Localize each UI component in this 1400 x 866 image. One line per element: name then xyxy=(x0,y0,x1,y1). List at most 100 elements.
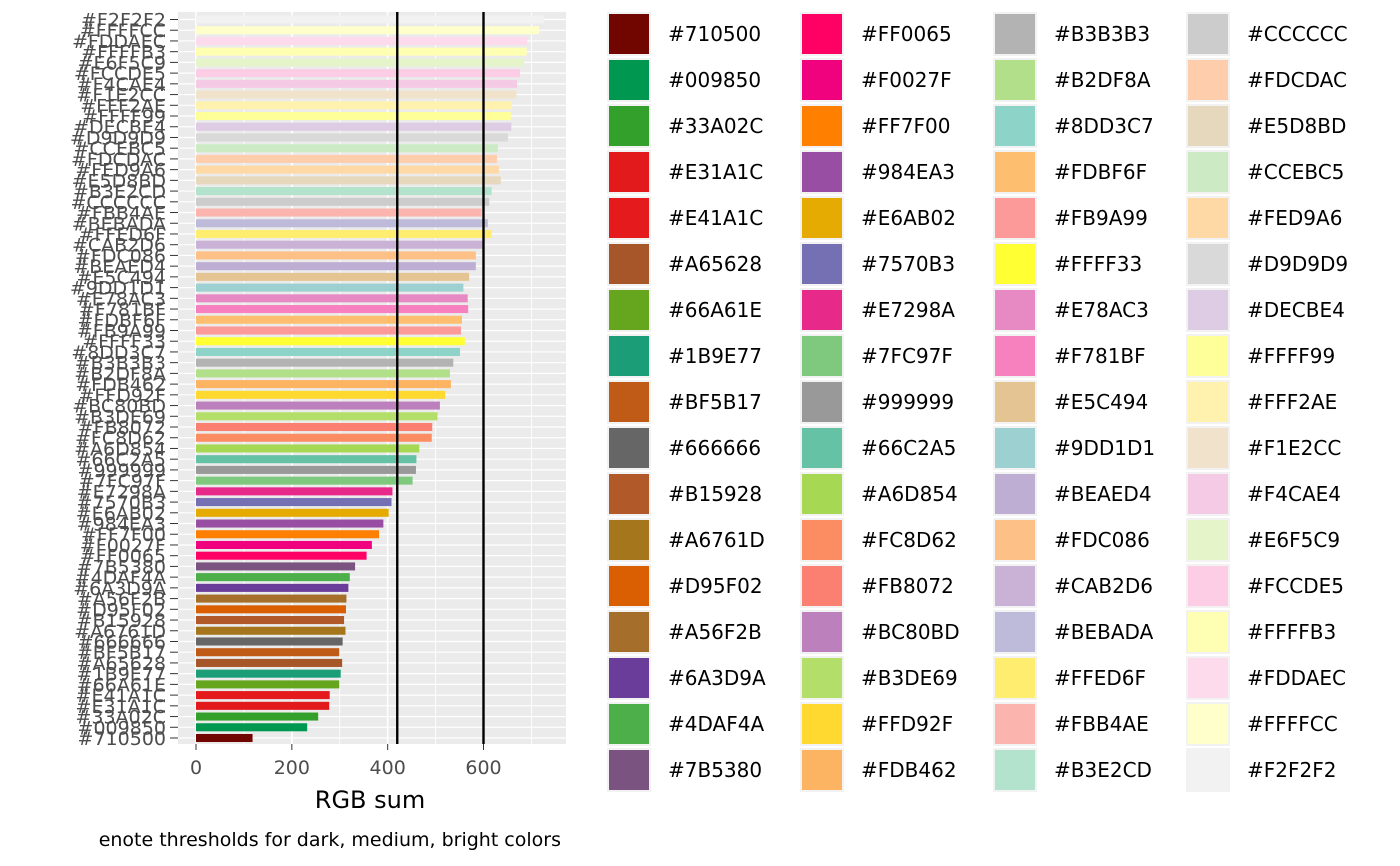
y-tick-label: #E78AC3 xyxy=(76,288,166,310)
y-tick-label: #A56F2B xyxy=(77,589,166,611)
legend-swatch xyxy=(802,60,842,100)
legend-swatch xyxy=(995,704,1035,744)
legend-swatch xyxy=(1188,750,1228,790)
legend-label: #A6761D xyxy=(668,528,765,552)
legend-swatch xyxy=(802,336,842,376)
legend-swatch xyxy=(802,382,842,422)
legend-swatch xyxy=(1188,704,1228,744)
bar xyxy=(196,540,372,549)
legend-label: #F781BF xyxy=(1054,344,1146,368)
legend-label: #F1E2CC xyxy=(1247,436,1341,460)
legend-swatch xyxy=(995,336,1035,376)
legend: #710500 #009850 #33A02C #E31A1C #E41A1C #A656… xyxy=(607,12,1348,792)
y-tick-label: #666666 xyxy=(78,631,166,653)
y-tick-label: #E41A1C xyxy=(76,685,166,707)
y-tick-label: #33A02C xyxy=(75,707,166,729)
legend-label: #D95F02 xyxy=(668,574,763,598)
legend-label: #4DAF4A xyxy=(668,712,764,736)
bar xyxy=(196,197,490,206)
legend-label: #999999 xyxy=(861,390,954,414)
legend-label: #E6AB02 xyxy=(861,206,956,230)
y-tick-label: #FCCDE5 xyxy=(74,63,166,85)
legend-label: #7B5380 xyxy=(668,758,762,782)
legend-label: #DECBE4 xyxy=(1247,298,1345,322)
bar xyxy=(196,58,525,67)
legend-label: #A6D854 xyxy=(861,482,958,506)
bar xyxy=(196,455,417,464)
legend-swatch xyxy=(802,474,842,514)
legend-label: #E7298A xyxy=(861,298,955,322)
y-tick-label: #FFED6F xyxy=(79,224,166,246)
y-tick-label: #BF5B17 xyxy=(77,642,166,664)
bar xyxy=(196,551,367,560)
legend-swatch xyxy=(995,244,1035,284)
legend-label: #FDB462 xyxy=(861,758,957,782)
bar xyxy=(196,15,544,24)
y-tick-label: #7FC97F xyxy=(79,471,166,493)
y-tick-label: #FBB4AE xyxy=(76,203,166,225)
legend-label: #33A02C xyxy=(668,114,763,138)
y-tick-label: #4DAF4A xyxy=(75,567,166,589)
legend-swatch xyxy=(802,106,842,146)
bar xyxy=(196,465,416,474)
legend-swatch xyxy=(609,60,649,100)
y-tick-label: #FED9A6 xyxy=(75,160,166,182)
legend-label: #FDCDAC xyxy=(1247,68,1347,92)
legend-swatch xyxy=(609,428,649,468)
legend-swatch xyxy=(609,336,649,376)
legend-label: #710500 xyxy=(668,22,761,46)
legend-label: #F4CAE4 xyxy=(1247,482,1341,506)
y-tick-label: #FDCDAC xyxy=(71,149,166,171)
y-tick-label: #009850 xyxy=(78,717,166,739)
bar xyxy=(196,154,497,163)
bar xyxy=(196,390,446,399)
legend-swatch xyxy=(1188,658,1228,698)
bar xyxy=(196,616,345,625)
legend-swatch xyxy=(609,566,649,606)
bar xyxy=(196,358,454,367)
legend-label: #B3E2CD xyxy=(1054,758,1152,782)
y-tick-label: #B3DE69 xyxy=(74,406,166,428)
legend-swatch xyxy=(1188,382,1228,422)
legend-swatch xyxy=(609,382,649,422)
legend-swatch xyxy=(995,612,1035,652)
bar xyxy=(196,733,253,743)
legend-swatch xyxy=(802,704,842,744)
legend-label: #B3B3B3 xyxy=(1054,22,1150,46)
legend-swatch xyxy=(995,428,1035,468)
y-tick-label: #F781BF xyxy=(79,299,166,321)
y-tick-label: #FDC086 xyxy=(75,245,166,267)
y-tick-label: #DECBE4 xyxy=(73,117,166,139)
bar xyxy=(196,101,512,110)
legend-swatch xyxy=(802,14,842,54)
bar xyxy=(196,476,413,485)
legend-label: #E41A1C xyxy=(668,206,763,230)
legend-label: #F0027F xyxy=(861,68,952,92)
x-axis-title: RGB sum xyxy=(315,786,425,814)
legend-label: #FFED6F xyxy=(1054,666,1146,690)
y-tick-label: #E6AB02 xyxy=(76,503,166,525)
legend-label: #B15928 xyxy=(668,482,762,506)
bar xyxy=(196,701,330,710)
y-tick-labels: #710500#009850#33A02C#E31A1C#E41A1C#66A6… xyxy=(70,10,178,750)
legend-swatch xyxy=(802,152,842,192)
legend-swatch xyxy=(802,612,842,652)
bar xyxy=(196,487,393,496)
bar xyxy=(196,648,340,657)
legend-label: #FDBF6F xyxy=(1054,160,1147,184)
legend-label: #BEAED4 xyxy=(1054,482,1152,506)
bar xyxy=(196,79,518,88)
caption: enote thresholds for dark, medium, brigh… xyxy=(99,829,561,851)
y-tick-label: #1B9E77 xyxy=(77,664,166,686)
y-tick-label: #E5C494 xyxy=(76,267,166,289)
y-tick-label: #7B5380 xyxy=(77,556,166,578)
legend-swatch xyxy=(609,106,649,146)
legend-swatch xyxy=(609,244,649,284)
legend-label: #66C2A5 xyxy=(861,436,956,460)
y-tick-label: #E6F5C9 xyxy=(78,52,166,74)
y-tick-label: #BEBADA xyxy=(72,213,166,235)
legend-label: #A65628 xyxy=(668,252,762,276)
bar xyxy=(196,47,527,56)
legend-label: #7FC97F xyxy=(861,344,953,368)
legend-swatch xyxy=(995,750,1035,790)
